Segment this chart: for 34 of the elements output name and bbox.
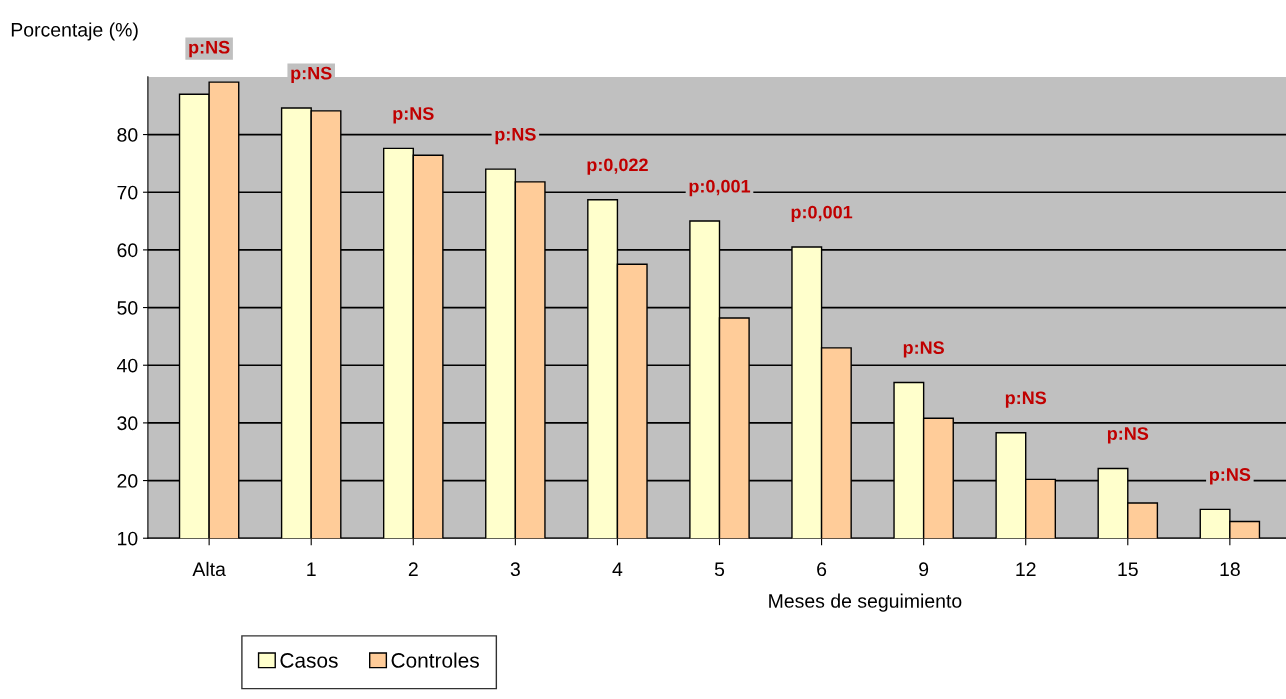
x-tick-label: 4 [612, 562, 623, 576]
annotation: p:0,001 [791, 205, 853, 223]
annotation: p:NS [393, 107, 434, 124]
annotation: p:NS [1209, 468, 1251, 485]
y-tick-label: 50 [117, 301, 138, 315]
y-tick-label: 70 [117, 185, 138, 200]
x-tick-label: 9 [919, 562, 929, 577]
annotation: p:0,022 [587, 158, 648, 175]
x-tick-label: 12 [1016, 562, 1036, 576]
x-tick-label: 2 [408, 562, 418, 576]
annotation: p:0,001 [689, 179, 751, 197]
annotation: p:NS [1005, 391, 1047, 408]
x-tick-label: 5 [714, 562, 725, 577]
text: p:NS [189, 40, 230, 58]
x-axis-title: Meses de seguimiento [769, 593, 962, 612]
y-tick-label: 30 [117, 416, 138, 431]
x-tick-label: 15 [1118, 562, 1138, 577]
y-tick-label: 80 [117, 128, 138, 142]
x-tick-label: 6 [817, 562, 827, 577]
y-axis-title: Porcentaje (%) [11, 22, 138, 41]
y-tick-label: 20 [117, 474, 138, 488]
x-tick-label: Alta [192, 561, 226, 577]
y-tick-label: 60 [117, 243, 138, 258]
y-tick-label: 40 [116, 358, 138, 373]
legend-label: Casos [280, 653, 338, 668]
x-tick-label: 1 [307, 562, 316, 576]
legend-label: Controles [391, 652, 479, 668]
annotation: p:NS [495, 127, 536, 145]
y-tick-label: 10 [118, 531, 138, 546]
annotation: p:NS [1107, 427, 1149, 444]
annotation: p:NS [291, 66, 332, 84]
x-tick-label: 18 [1220, 562, 1240, 577]
x-tick-label: 3 [510, 562, 520, 577]
annotation: p:NS [903, 341, 944, 358]
